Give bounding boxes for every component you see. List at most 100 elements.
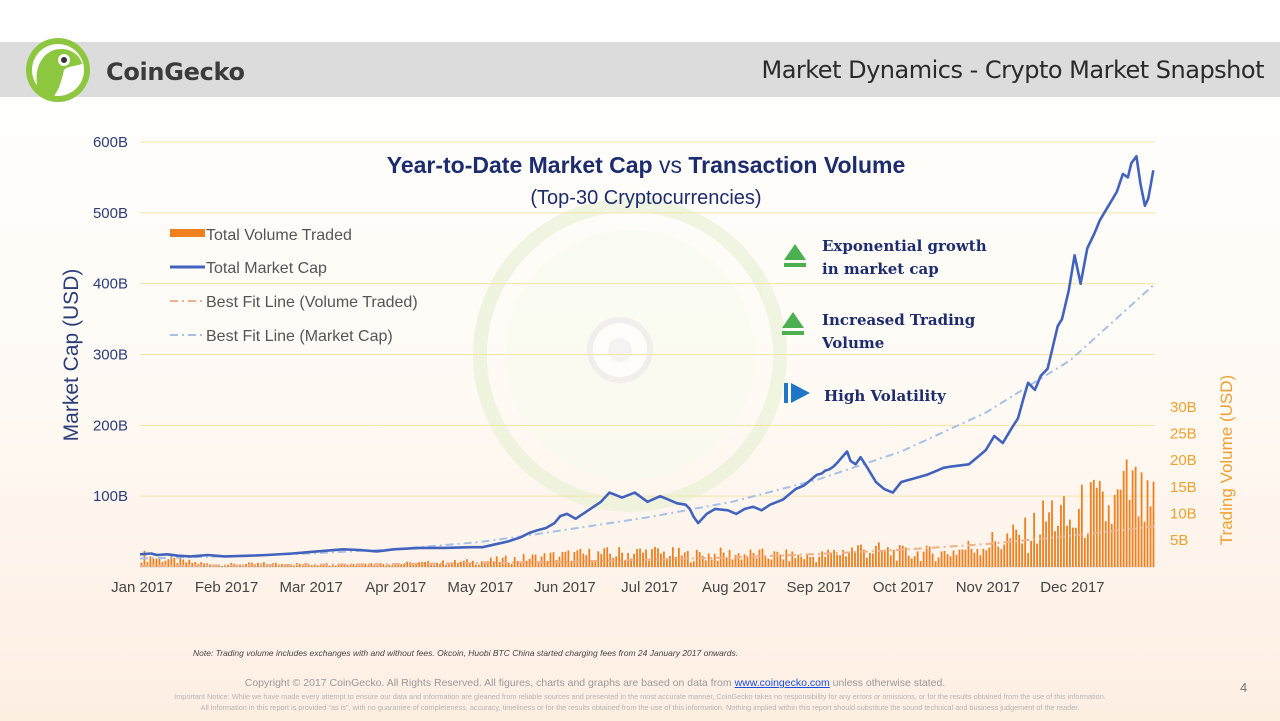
triangle-up-icon <box>784 244 806 260</box>
volume-bar <box>636 549 638 567</box>
volume-bar <box>606 547 609 567</box>
volume-bar <box>883 550 886 567</box>
volume-bar <box>525 560 528 567</box>
volume-bar <box>943 550 946 567</box>
volume-bar <box>477 564 480 567</box>
volume-bar <box>1054 531 1056 567</box>
volume-bar <box>913 556 916 567</box>
volume-bar <box>352 564 355 567</box>
volume-bar <box>600 554 603 567</box>
volume-bar <box>695 549 698 567</box>
volume-bar <box>660 553 662 567</box>
volume-bar <box>794 558 797 567</box>
volume-bar <box>1036 543 1038 567</box>
x-tick-label: Jan 2017 <box>111 579 173 596</box>
y-tick-label: 500B <box>93 205 128 222</box>
volume-bar <box>507 563 510 567</box>
volume-bar <box>1015 529 1018 567</box>
annotation-text: High Volatility <box>824 387 947 405</box>
volume-bar <box>349 564 352 567</box>
volume-bar <box>716 560 719 567</box>
volume-bar <box>869 552 871 567</box>
volume-bar <box>552 552 555 567</box>
volume-bar <box>567 550 570 567</box>
volume-bar <box>510 563 513 567</box>
volume-bar <box>677 547 680 567</box>
volume-bar <box>809 557 812 567</box>
volume-bar <box>788 561 791 567</box>
volume-bar <box>245 563 247 567</box>
volume-bar <box>430 564 432 567</box>
volume-bar <box>436 562 438 567</box>
volume-bar <box>654 546 656 567</box>
volume-bar <box>576 550 579 567</box>
volume-bar <box>818 556 821 567</box>
volume-bar <box>755 558 758 567</box>
volume-bar <box>997 546 1000 567</box>
volume-bar <box>164 560 167 567</box>
chart-title: Year-to-Date Market Cap vs Transaction V… <box>387 152 906 178</box>
volume-bar <box>221 566 223 567</box>
x-tick-label: May 2017 <box>447 579 513 596</box>
volume-bar <box>988 547 991 567</box>
volume-bar <box>773 551 776 567</box>
x-tick-label: Aug 2017 <box>702 579 766 596</box>
volume-bar <box>648 560 650 567</box>
volume-bar <box>397 563 400 567</box>
volume-bar <box>489 557 492 567</box>
volume-bar <box>573 552 576 567</box>
volume-bar <box>871 553 874 567</box>
volume-bar <box>480 561 483 567</box>
volume-bar <box>1000 549 1003 567</box>
volume-bar <box>737 553 740 567</box>
volume-bar <box>713 553 716 567</box>
best-fit-market-cap-line <box>139 282 1156 560</box>
volume-bar <box>167 559 170 567</box>
volume-bar <box>698 552 701 567</box>
disclaimer: All information in this report is provid… <box>200 703 1080 712</box>
volume-bar <box>1012 524 1015 567</box>
volume-bar <box>833 549 835 567</box>
volume-bar <box>418 562 421 567</box>
volume-bar <box>907 555 910 567</box>
volume-bar <box>382 564 385 567</box>
volume-bar <box>979 555 982 567</box>
volume-bar <box>689 562 692 567</box>
volume-bar <box>406 561 409 567</box>
volume-bar <box>331 565 334 567</box>
volume-bar <box>322 565 325 567</box>
volume-bar <box>854 551 856 567</box>
volume-bar <box>152 558 155 567</box>
volume-bar <box>982 548 985 567</box>
y2-tick-label: 20B <box>1170 452 1197 469</box>
volume-bar <box>1039 534 1041 567</box>
volume-bar <box>701 555 704 567</box>
volume-bar <box>910 558 913 567</box>
volume-bar <box>451 562 453 567</box>
volume-bar <box>877 542 880 567</box>
volume-bar <box>1107 505 1110 567</box>
volume-bar <box>292 565 295 567</box>
volume-bar <box>710 559 713 567</box>
volume-bar <box>1092 479 1095 567</box>
volume-bar <box>498 562 501 567</box>
volume-bar <box>549 552 552 567</box>
volume-bar <box>227 564 229 567</box>
y-tick-label: 200B <box>93 417 128 434</box>
volume-bar <box>209 564 212 567</box>
volume-bar <box>1027 553 1030 567</box>
volume-bar <box>624 560 627 567</box>
volume-bar <box>752 552 755 567</box>
volume-bar <box>1116 489 1119 567</box>
volume-bar <box>952 550 955 567</box>
volume-bar <box>460 561 462 567</box>
volume-bar <box>734 554 737 567</box>
volume-bar <box>448 564 450 567</box>
volume-bar <box>639 548 641 567</box>
volume-bar <box>1140 472 1143 567</box>
volume-bar <box>991 532 994 567</box>
volume-bar <box>188 559 191 567</box>
y-tick-label: 300B <box>93 347 128 364</box>
volume-bar <box>994 541 997 567</box>
coingecko-link[interactable]: www.coingecko.com <box>734 677 830 689</box>
